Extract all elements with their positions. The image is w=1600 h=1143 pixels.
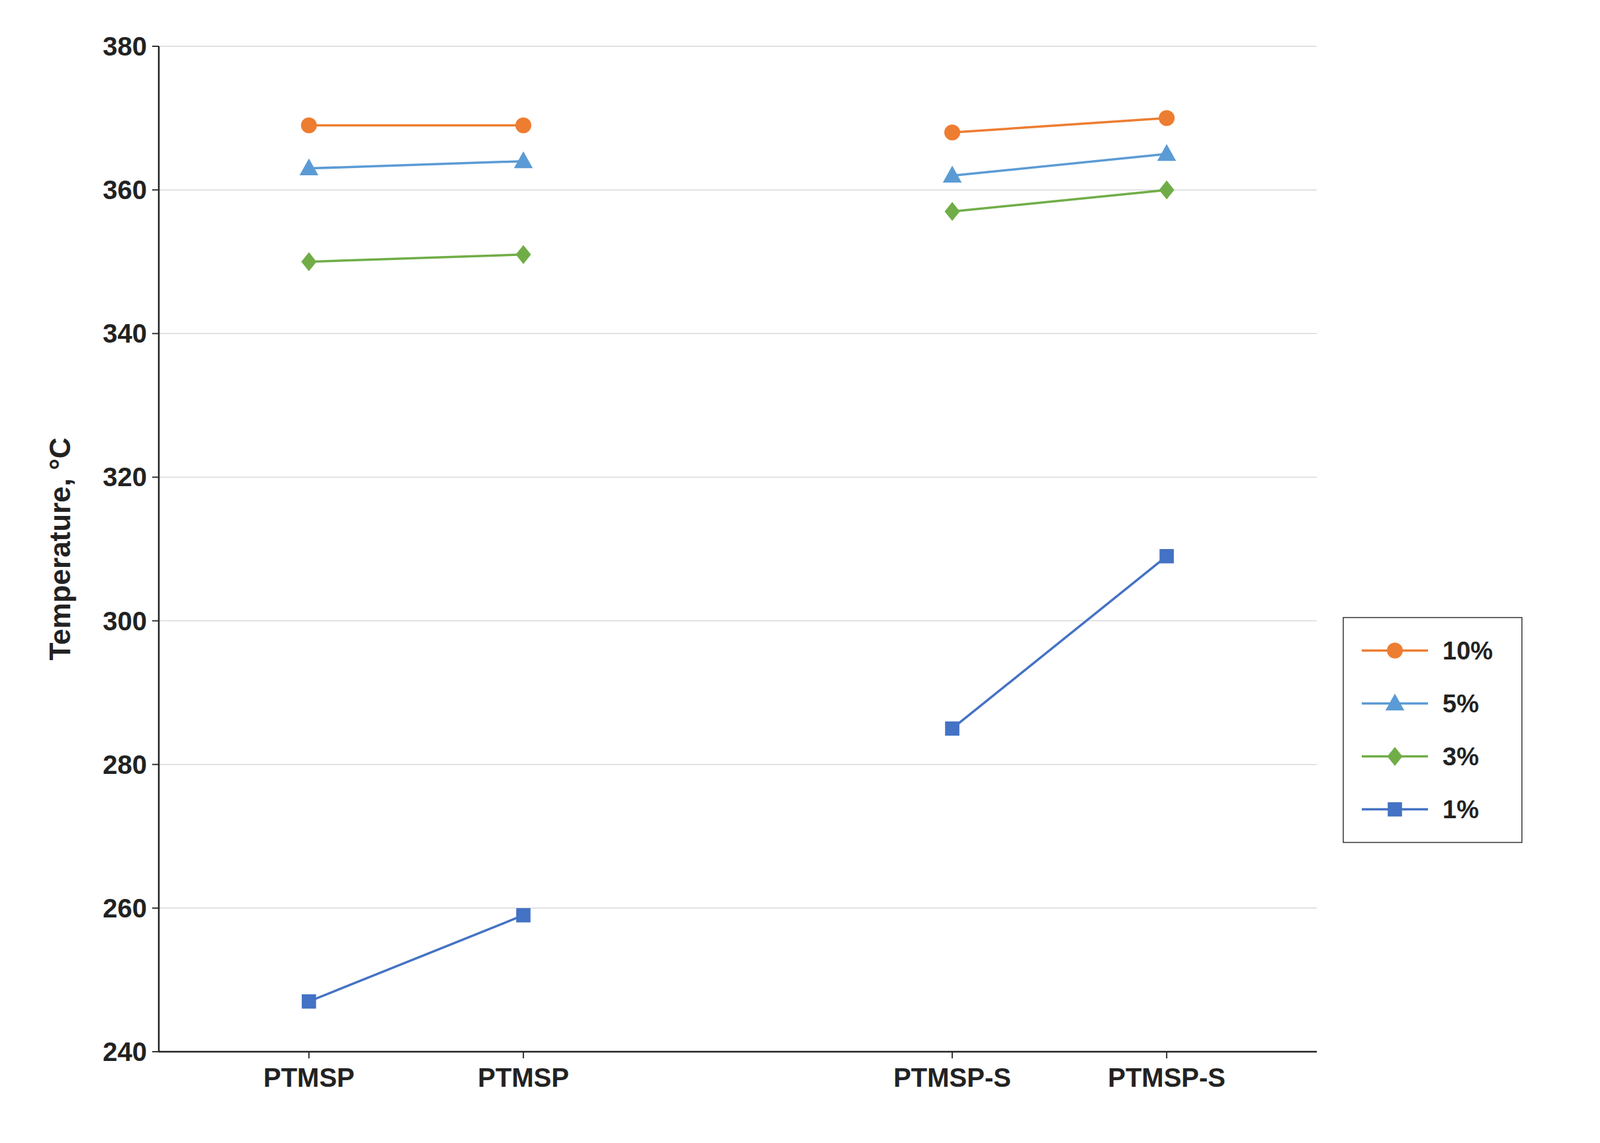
plot-area	[299, 110, 1177, 1010]
point	[515, 244, 531, 265]
point	[301, 994, 317, 1010]
legend-marker	[1387, 802, 1403, 818]
series-line	[952, 154, 1167, 177]
legend-label: 10%	[1442, 637, 1493, 666]
y-tick-label: 260	[102, 893, 147, 924]
y-tick-label: 240	[102, 1037, 147, 1067]
series-line	[952, 118, 1167, 134]
legend-frame	[1343, 618, 1522, 844]
y-tick-label: 280	[102, 750, 147, 780]
y-grid	[158, 46, 1317, 1053]
point	[942, 165, 963, 182]
series-line	[309, 124, 524, 128]
grid-line	[158, 189, 1317, 191]
x-tick-label: PTMSP	[263, 1063, 355, 1093]
legend-marker	[1386, 643, 1403, 660]
point	[1158, 110, 1175, 127]
y-tick	[152, 332, 159, 335]
x-tick-label: PTMSP-S	[1107, 1063, 1226, 1093]
legend-label: 5%	[1442, 690, 1479, 718]
grid-line	[158, 907, 1317, 910]
y-axis-label: Temperature, °C	[43, 437, 77, 661]
legend-label: 3%	[1442, 743, 1479, 771]
y-tick-label: 300	[102, 606, 147, 636]
x-tick	[522, 1052, 525, 1059]
y-tick	[152, 45, 159, 47]
point	[301, 117, 317, 134]
y-tick-label: 320	[102, 462, 147, 492]
point	[1159, 549, 1174, 564]
y-tick-label: 380	[102, 31, 147, 61]
grid-line	[158, 764, 1317, 766]
legend-marker	[1385, 694, 1405, 712]
axes: 240 260 280 300 320 340 360 380 PTMSP PTMSP PTMSP-…	[102, 31, 1317, 1093]
y-axis-line	[158, 46, 161, 1053]
point	[301, 252, 317, 272]
series	[301, 180, 1174, 272]
y-tick	[152, 189, 159, 191]
point	[944, 201, 961, 222]
chart-container: 240 260 280 300 320 340 360 380 PTMSP PTMSP PTMSP-…	[0, 0, 1600, 1143]
y-tick	[152, 620, 159, 623]
series-line	[309, 915, 524, 1002]
y-tick-label: 340	[102, 318, 147, 349]
series-line	[952, 189, 1167, 212]
point	[944, 721, 960, 737]
legend-marker	[1386, 747, 1403, 767]
point	[516, 908, 531, 924]
y-tick	[152, 476, 159, 478]
series-line	[309, 161, 524, 169]
x-tick	[308, 1052, 310, 1059]
point	[515, 117, 532, 134]
series	[299, 144, 1177, 183]
y-tick	[152, 907, 159, 910]
series-line	[309, 254, 524, 263]
point	[1159, 180, 1175, 200]
series	[301, 110, 1175, 141]
legend-label: 1%	[1442, 796, 1479, 824]
point	[944, 124, 961, 141]
point	[299, 158, 319, 177]
grid-line	[158, 1051, 1317, 1053]
chart-svg: 240 260 280 300 320 340 360 380 PTMSP PTMSP PTMSP-…	[0, 0, 1600, 1143]
grid-line	[158, 45, 1317, 47]
x-tick-label: PTMSP-S	[893, 1063, 1012, 1093]
x-axis-line	[158, 1051, 1317, 1054]
y-tick	[152, 764, 159, 766]
x-tick-label: PTMSP	[477, 1063, 570, 1093]
grid-line	[158, 333, 1317, 335]
series-line	[952, 556, 1167, 730]
legend: 10% 5% 3% 1%	[1343, 618, 1522, 844]
point	[514, 151, 534, 169]
y-tick	[152, 1051, 159, 1053]
grid-line	[158, 620, 1317, 623]
grid-line	[158, 477, 1317, 479]
y-tick-label: 360	[102, 175, 147, 205]
series	[301, 549, 1174, 1010]
x-tick	[951, 1052, 953, 1059]
x-tick	[1165, 1052, 1168, 1059]
point	[1157, 144, 1177, 162]
